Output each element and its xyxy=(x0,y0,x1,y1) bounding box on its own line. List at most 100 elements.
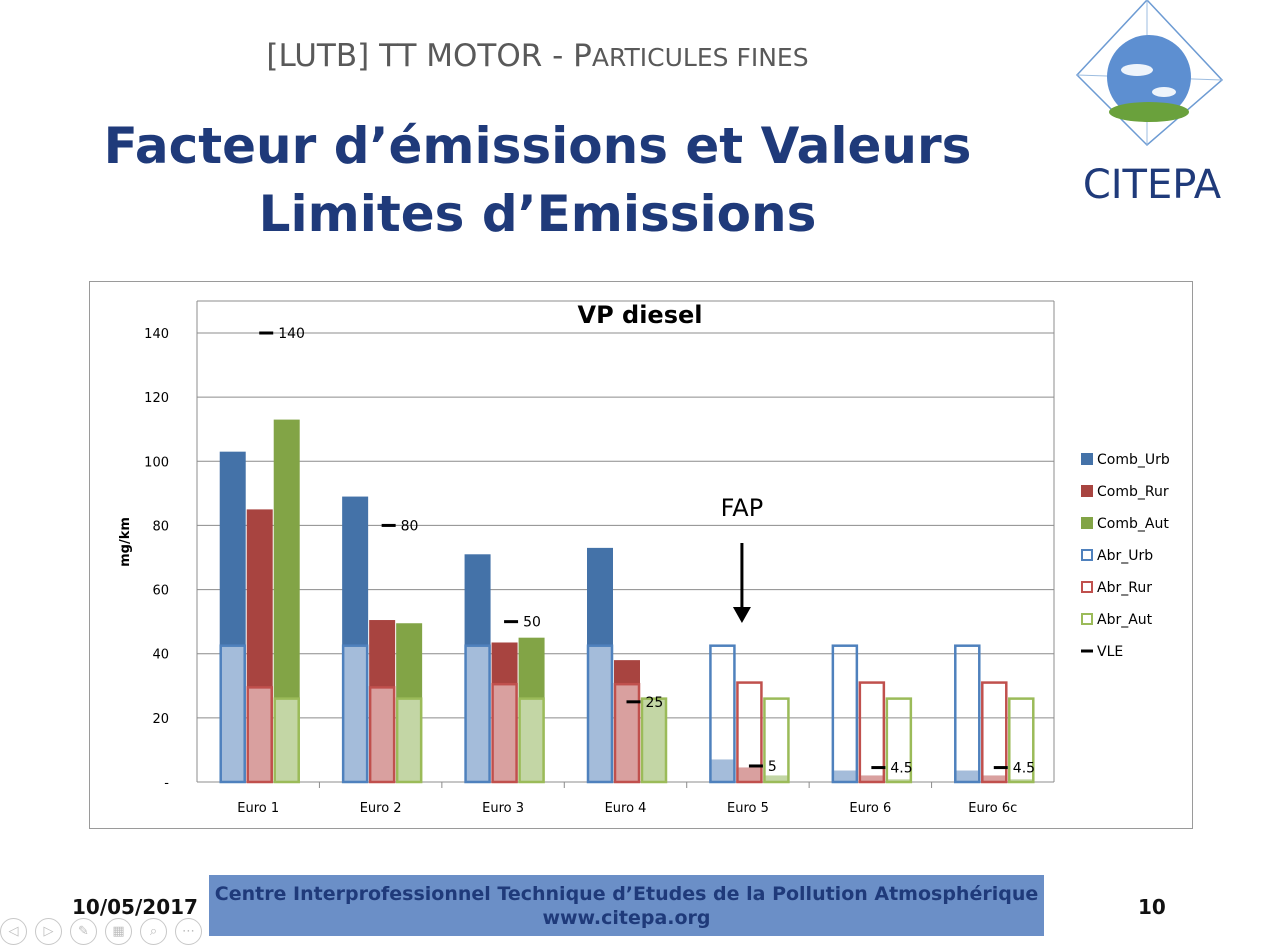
bar-Abr_Aut xyxy=(640,697,668,784)
slide-subtitle: [LUTB] TT MOTOR - PARTICULES FINES xyxy=(266,38,809,74)
vle-label: 25 xyxy=(646,695,664,711)
legend-swatch-Comb_Rur xyxy=(1081,485,1093,497)
slide-nav-toolbar: ◁ ▷ ✎ ▦ ⌕ ⋯ xyxy=(0,918,202,948)
next-icon[interactable]: ▷ xyxy=(35,918,62,945)
chart-title: VP diesel xyxy=(578,301,703,329)
bar-overlap-Abr_Urb xyxy=(710,759,735,782)
bar-overlap-Abr_Rur xyxy=(737,767,762,782)
page-number: 10 xyxy=(1138,895,1166,919)
bar-Abr_Aut xyxy=(518,697,545,784)
bar-Abr_Aut xyxy=(273,697,300,784)
vle-label: 50 xyxy=(523,615,541,631)
slide-title: Facteur d’émissions et Valeurs Limites d… xyxy=(0,112,1075,248)
x-tick-label: Euro 6 xyxy=(849,801,891,816)
title-line-1: Facteur d’émissions et Valeurs xyxy=(103,117,972,175)
legend-label: VLE xyxy=(1097,644,1123,660)
legend-label: Comb_Rur xyxy=(1097,484,1169,500)
fap-arrow-head xyxy=(732,607,751,623)
legend-label: Comb_Urb xyxy=(1097,452,1170,468)
vle-label: 4.5 xyxy=(1013,761,1035,777)
vle-label: 140 xyxy=(278,326,305,342)
bar-overlap-Abr_Aut xyxy=(519,698,544,782)
bar-Abr_Urb xyxy=(831,644,859,784)
bar-overlap-Abr_Urb xyxy=(465,645,490,782)
y-tick-label: 20 xyxy=(152,712,169,727)
footer-banner: Centre Interprofessionnel Technique d’Et… xyxy=(209,875,1044,936)
bar-Abr_Aut xyxy=(1008,697,1035,784)
bar-Abr_Urb xyxy=(464,644,491,784)
pen-icon[interactable]: ✎ xyxy=(70,918,97,945)
bar-overlap-Abr_Urb xyxy=(588,645,612,782)
y-tick-label: 40 xyxy=(152,648,169,663)
legend-swatch-Abr_Rur xyxy=(1081,581,1093,593)
bar-overlap-Abr_Rur xyxy=(247,687,272,782)
prev-icon[interactable]: ◁ xyxy=(0,918,27,945)
bar-Abr_Rur xyxy=(246,686,273,784)
logo-text: CITEPA xyxy=(1083,162,1222,208)
y-tick-label: 60 xyxy=(152,584,169,599)
bar-overlap-Abr_Aut xyxy=(886,779,911,782)
legend-swatch-Abr_Urb xyxy=(1081,549,1093,561)
bar-overlap-Abr_Urb xyxy=(955,770,980,782)
bar-overlap-Abr_Aut xyxy=(274,698,299,782)
vle-label: 4.5 xyxy=(890,761,912,777)
bar-Abr_Rur xyxy=(736,681,763,784)
bar-overlap-Abr_Aut xyxy=(764,775,789,782)
bar-Abr_Rur xyxy=(613,682,641,784)
bar-Abr_Aut xyxy=(763,697,790,784)
y-tick-label: 120 xyxy=(144,391,169,406)
bar-overlap-Abr_Rur xyxy=(982,775,1007,782)
x-tick-label: Euro 5 xyxy=(727,801,769,816)
legend-swatch-Abr_Aut xyxy=(1081,613,1093,625)
bar-Abr_Rur xyxy=(981,681,1008,784)
fap-annotation: FAP xyxy=(721,494,764,522)
bar-Abr_Urb xyxy=(586,644,614,784)
legend-swatch-Comb_Urb xyxy=(1081,453,1093,465)
bar-overlap-Abr_Urb xyxy=(343,645,368,782)
bar-Abr_Rur xyxy=(858,681,886,784)
footer-website: www.citepa.org xyxy=(542,907,711,929)
y-tick-label: 140 xyxy=(144,327,169,342)
bar-Abr_Aut xyxy=(395,697,423,784)
bar-overlap-Abr_Rur xyxy=(492,684,517,782)
x-tick-label: Euro 3 xyxy=(482,801,524,816)
bar-chart: - 20 40 60 80 100 120 140 VP diesel mg/km Euro 1 14… xyxy=(118,300,1170,816)
y-tick-label: - xyxy=(164,776,169,791)
x-tick-label: Euro 6c xyxy=(968,801,1017,816)
bar-overlap-Abr_Aut xyxy=(642,698,666,782)
x-tick-label: Euro 2 xyxy=(360,801,402,816)
bar-overlap-Abr_Rur xyxy=(859,775,884,782)
bar-Abr_Rur xyxy=(491,682,518,784)
citepa-logo: CITEPA xyxy=(1075,0,1224,208)
bar-overlap-Abr_Aut xyxy=(1009,779,1034,782)
legend-label: Abr_Aut xyxy=(1097,612,1153,628)
bar-Abr_Urb xyxy=(341,644,369,784)
y-axis-label: mg/km xyxy=(118,517,133,567)
bar-Abr_Urb xyxy=(709,644,736,784)
bar-overlap-Abr_Rur xyxy=(615,684,639,782)
bar-Abr_Urb xyxy=(219,644,246,784)
legend-label: Comb_Aut xyxy=(1097,516,1169,532)
x-tick-label: Euro 4 xyxy=(605,801,647,816)
footer-org-name: Centre Interprofessionnel Technique d’Et… xyxy=(214,883,1039,905)
bar-Abr_Rur xyxy=(368,686,396,784)
x-tick-label: Euro 1 xyxy=(237,801,279,816)
bar-overlap-Abr_Rur xyxy=(370,687,395,782)
slides-icon[interactable]: ▦ xyxy=(105,918,132,945)
vle-label: 80 xyxy=(401,518,419,534)
vle-label: 5 xyxy=(768,759,777,775)
bar-overlap-Abr_Aut xyxy=(397,698,422,782)
footer-date: 10/05/2017 xyxy=(72,895,198,919)
bar-Abr_Aut xyxy=(885,697,913,784)
bar-overlap-Abr_Urb xyxy=(220,645,245,782)
title-line-2: Limites d’Emissions xyxy=(258,185,817,243)
more-icon[interactable]: ⋯ xyxy=(175,918,202,945)
legend-swatch-Comb_Aut xyxy=(1081,517,1093,529)
legend-label: Abr_Urb xyxy=(1097,548,1153,564)
zoom-icon[interactable]: ⌕ xyxy=(140,918,167,945)
y-tick-label: 80 xyxy=(152,519,169,534)
bar-Abr_Urb xyxy=(954,644,981,784)
legend-label: Abr_Rur xyxy=(1097,580,1152,596)
bar-overlap-Abr_Urb xyxy=(832,770,857,782)
y-tick-label: 100 xyxy=(144,455,169,470)
